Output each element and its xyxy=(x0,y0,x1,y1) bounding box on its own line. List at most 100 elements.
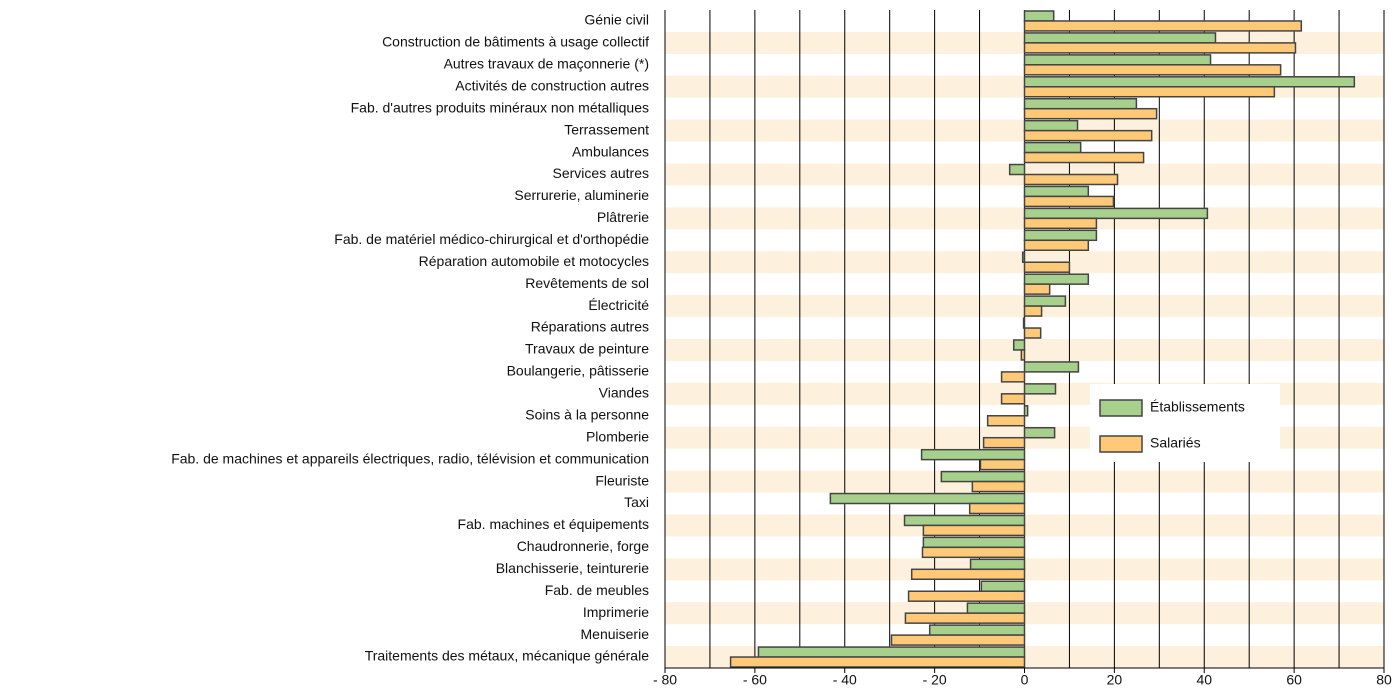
bar xyxy=(1023,54,1212,66)
bar xyxy=(1023,261,1071,273)
y-tick-label: Travaux de peinture xyxy=(525,341,649,357)
y-tick-label: Chaudronnerie, forge xyxy=(517,538,650,554)
bar xyxy=(1023,217,1098,230)
bar xyxy=(1023,64,1282,76)
y-tick-label: Fab. de matériel médico-chirurgical et d… xyxy=(334,231,649,247)
bar xyxy=(1023,361,1080,373)
bar xyxy=(1023,151,1145,164)
bar xyxy=(1023,86,1276,98)
y-tick-label: Serrurerie, aluminerie xyxy=(514,187,649,203)
y-tick-label: Construction de bâtiments à usage collec… xyxy=(382,34,649,50)
bar xyxy=(1023,273,1090,285)
bar xyxy=(1023,207,1209,220)
bar xyxy=(1023,97,1138,110)
x-tick-label: - 80 xyxy=(653,672,677,688)
bar xyxy=(1023,32,1217,44)
y-tick-label: Plâtrerie xyxy=(597,209,649,225)
x-tick-label: 0 xyxy=(1021,672,1029,688)
bar xyxy=(1023,383,1057,395)
y-tick-label: Génie civil xyxy=(584,12,649,28)
y-tick-label: Plomberie xyxy=(586,428,649,444)
y-tick-label: Menuiserie xyxy=(581,626,650,642)
bar xyxy=(1023,405,1029,417)
bar xyxy=(903,514,1026,527)
y-tick-label: Électricité xyxy=(588,297,649,313)
y-tick-label: Réparations autres xyxy=(531,319,649,335)
y-tick-label: Terrassement xyxy=(564,121,649,137)
bar xyxy=(1022,317,1026,329)
bar xyxy=(1023,107,1158,120)
bar xyxy=(757,646,1026,658)
bar xyxy=(904,612,1026,624)
bar xyxy=(1023,42,1297,54)
bar xyxy=(922,536,1026,549)
bar xyxy=(1023,185,1090,198)
bar xyxy=(1023,295,1067,307)
bar xyxy=(1023,173,1119,186)
x-tick-label: 20 xyxy=(1107,672,1123,688)
y-tick-label: Réparation automobile et motocycles xyxy=(419,253,649,269)
bar xyxy=(1000,371,1026,383)
y-tick-label: Fleuriste xyxy=(595,472,649,488)
bar xyxy=(922,524,1026,537)
bar xyxy=(1023,20,1303,32)
x-tick-label: - 60 xyxy=(743,672,767,688)
bar xyxy=(986,415,1026,427)
y-tick-label: Traitements des métaux, mécanique généra… xyxy=(365,648,650,664)
bar xyxy=(1023,426,1056,439)
bar xyxy=(1023,327,1042,339)
bar xyxy=(1023,76,1356,88)
bar xyxy=(966,602,1026,614)
bar xyxy=(920,448,1026,461)
bar xyxy=(1023,305,1043,317)
bar xyxy=(982,436,1026,449)
bar xyxy=(940,470,1026,483)
y-tick-label: Boulangerie, pâtisserie xyxy=(507,363,650,379)
y-tick-label: Blanchisserie, teinturerie xyxy=(496,560,650,576)
y-tick-label: Activités de construction autres xyxy=(455,77,649,93)
x-tick-label: 80 xyxy=(1376,672,1392,688)
y-tick-label: Revêtements de sol xyxy=(525,275,649,291)
bar xyxy=(1023,129,1153,142)
bar xyxy=(979,458,1026,471)
bar xyxy=(1023,283,1051,295)
bar xyxy=(1021,251,1026,263)
y-tick-label: Fab. de machines et appareils électrique… xyxy=(171,450,649,466)
bar xyxy=(1023,119,1079,132)
x-tick-label: 60 xyxy=(1286,672,1302,688)
bar xyxy=(890,634,1026,646)
bar xyxy=(1023,10,1055,22)
y-tick-label: Fab. d'autres produits minéraux non méta… xyxy=(351,99,649,115)
y-tick-label: Autres travaux de maçonnerie (*) xyxy=(444,56,649,72)
y-tick-label: Taxi xyxy=(624,494,649,510)
bar xyxy=(1023,141,1082,154)
bar xyxy=(969,558,1026,571)
y-tick-label: Fab. machines et équipements xyxy=(458,516,649,532)
bar xyxy=(1023,229,1098,242)
x-tick-label: - 20 xyxy=(923,672,947,688)
bar xyxy=(921,546,1026,559)
legend-label: Établissements xyxy=(1150,399,1245,415)
bar xyxy=(971,480,1026,493)
bar xyxy=(910,568,1026,581)
bar xyxy=(928,624,1026,636)
y-tick-label: Imprimerie xyxy=(583,604,649,620)
legend-swatch xyxy=(1099,399,1143,417)
bar xyxy=(907,590,1026,602)
y-tick-label: Services autres xyxy=(553,165,649,181)
y-tick-label: Ambulances xyxy=(572,143,649,159)
bar xyxy=(1020,349,1026,361)
y-tick-label: Viandes xyxy=(599,385,649,401)
bar xyxy=(729,656,1026,668)
bar xyxy=(1023,195,1115,208)
bar xyxy=(1000,393,1026,405)
bar xyxy=(1008,163,1026,176)
bar xyxy=(1012,339,1026,351)
bar xyxy=(829,492,1026,505)
bar xyxy=(980,580,1026,592)
x-tick-label: 40 xyxy=(1196,672,1212,688)
legend-label: Salariés xyxy=(1150,435,1201,451)
y-tick-label: Soins à la personne xyxy=(525,406,649,422)
